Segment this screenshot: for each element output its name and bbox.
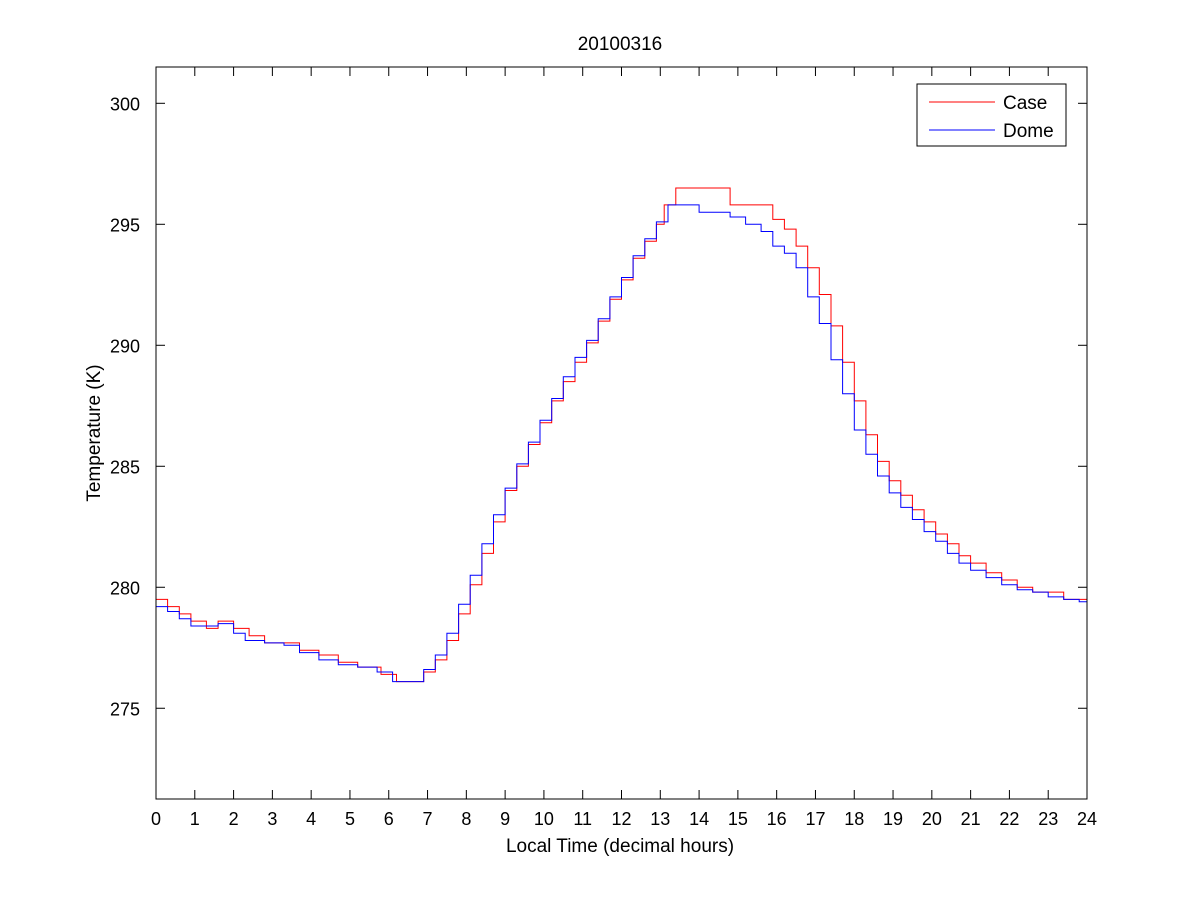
x-tick-label: 18 bbox=[844, 809, 864, 829]
y-tick-label: 285 bbox=[110, 457, 140, 477]
x-tick-label: 21 bbox=[961, 809, 981, 829]
y-tick-label: 280 bbox=[110, 578, 140, 598]
y-tick-label: 300 bbox=[110, 94, 140, 114]
x-tick-label: 8 bbox=[461, 809, 471, 829]
x-tick-label: 23 bbox=[1038, 809, 1058, 829]
x-tick-label: 12 bbox=[611, 809, 631, 829]
x-tick-label: 14 bbox=[689, 809, 709, 829]
x-tick-label: 1 bbox=[190, 809, 200, 829]
x-tick-label: 5 bbox=[345, 809, 355, 829]
x-tick-label: 19 bbox=[883, 809, 903, 829]
x-tick-label: 6 bbox=[384, 809, 394, 829]
legend-entries: Case Dome bbox=[929, 93, 1054, 142]
series-line-dome bbox=[156, 204, 1088, 683]
x-tick-label: 20 bbox=[922, 809, 942, 829]
x-tick-label: 10 bbox=[534, 809, 554, 829]
x-tick-label: 17 bbox=[805, 809, 825, 829]
x-tick-label: 7 bbox=[423, 809, 433, 829]
y-tick-label: 295 bbox=[110, 215, 140, 235]
x-tick-label: 15 bbox=[728, 809, 748, 829]
x-tick-label: 13 bbox=[650, 809, 670, 829]
series-layer bbox=[156, 187, 1088, 683]
x-tick-label: 9 bbox=[500, 809, 510, 829]
x-tick-label: 16 bbox=[767, 809, 787, 829]
ticks-layer: 0 1 2 3 4 5 6 7 8 9 10 11 12 13 14 15 16 17 18 19 20 21 22 23 24… bbox=[110, 67, 1097, 829]
x-tick-label: 24 bbox=[1077, 809, 1097, 829]
legend-box bbox=[916, 83, 1067, 147]
legend-label-case: Case bbox=[1003, 93, 1047, 114]
x-tick-label: 3 bbox=[267, 809, 277, 829]
plot-area: 0 1 2 3 4 5 6 7 8 9 10 11 12 13 14 15 16 17 18 19 20 21 22 23 24… bbox=[110, 66, 1097, 829]
y-tick-label: 290 bbox=[110, 336, 140, 356]
legend-label-dome: Dome bbox=[1003, 121, 1054, 142]
x-tick-label: 4 bbox=[306, 809, 316, 829]
x-axis-label: Local Time (decimal hours) bbox=[506, 836, 734, 857]
x-tick-label: 22 bbox=[999, 809, 1019, 829]
chart-title: 20100316 bbox=[578, 34, 663, 55]
x-tick-label: 0 bbox=[151, 809, 161, 829]
x-tick-label: 11 bbox=[573, 809, 592, 829]
legend: Case Dome bbox=[916, 83, 1067, 147]
x-tick-label: 2 bbox=[229, 809, 239, 829]
plot-background bbox=[156, 67, 1087, 799]
y-tick-label: 275 bbox=[110, 699, 140, 719]
y-axis-label: Temperature (K) bbox=[84, 364, 105, 501]
